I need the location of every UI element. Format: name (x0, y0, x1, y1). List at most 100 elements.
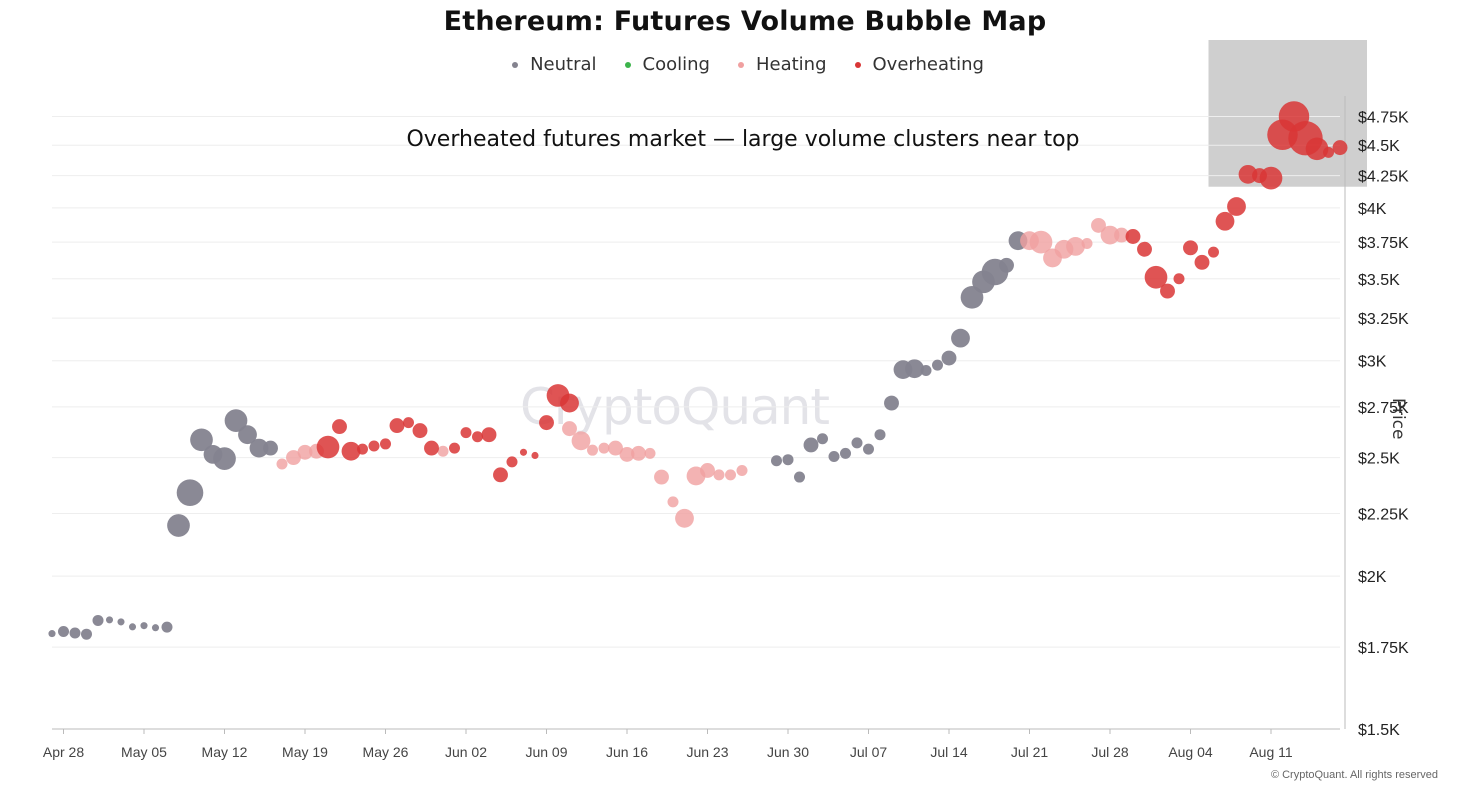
legend-marker-neutral (512, 61, 519, 68)
bubble-overheating (1173, 273, 1185, 285)
bubble-heating (437, 445, 449, 457)
bubble-neutral (863, 443, 874, 455)
bubble-neutral (92, 614, 104, 626)
legend-marker-overheating (854, 61, 861, 68)
legend-label-cooling: Cooling (642, 54, 710, 75)
bubble-neutral (905, 359, 924, 379)
x-tick-label: May 19 (282, 744, 328, 760)
bubble-neutral (81, 628, 92, 640)
bubble-neutral (960, 285, 984, 309)
bubble-heating (1100, 225, 1120, 245)
bubble-heating (562, 421, 577, 437)
bubble-heating (297, 444, 313, 460)
chart-title: Ethereum: Futures Volume Bubble Map (443, 6, 1047, 37)
y-tick-label: $2.25K (1358, 507, 1409, 524)
x-tick-label: May 05 (121, 744, 167, 760)
y-tick-label: $3.75K (1358, 235, 1409, 252)
bubble-overheating (1208, 246, 1219, 258)
legend-item-overheating[interactable]: Overheating (854, 54, 984, 75)
legend-label-overheating: Overheating (872, 54, 984, 75)
bubble-heating (276, 458, 288, 470)
y-axis-label: Price (1388, 398, 1408, 440)
bubble-overheating (341, 441, 361, 461)
x-tick-label: Jun 16 (606, 744, 648, 760)
bubble-neutral (190, 428, 213, 452)
bubble-overheating (1259, 166, 1283, 190)
bubble-neutral (128, 623, 137, 631)
bubble-overheating (1137, 241, 1152, 257)
bubble-overheating (506, 456, 518, 468)
x-tick-label: Jul 14 (930, 744, 968, 760)
bubble-heating (1066, 236, 1085, 256)
tick-layer: $1.5K $1.75K $2K $2.25K $2.5K $2.75K $3K $3.25K… (43, 110, 1409, 760)
x-tick-label: Jun 02 (445, 744, 487, 760)
y-tick-label: $3.25K (1358, 311, 1409, 328)
y-tick-label: $1.75K (1358, 640, 1409, 657)
bubble-neutral (58, 626, 69, 638)
bubble-neutral (794, 471, 805, 483)
bubble-heating (1029, 230, 1053, 254)
y-tick-label: $4K (1358, 201, 1387, 218)
x-tick-label: Aug 11 (1249, 744, 1293, 760)
bubble-overheating (332, 419, 347, 435)
bubble-neutral (213, 447, 236, 470)
bubble-neutral (981, 258, 1009, 286)
bubble-neutral (941, 350, 957, 366)
x-tick-label: Jun 30 (767, 744, 809, 760)
x-tick-label: May 26 (363, 744, 409, 760)
bubble-neutral (782, 454, 794, 466)
bubble-heating (608, 440, 623, 456)
bubble-overheating (531, 451, 539, 460)
bubble-overheating (1125, 229, 1141, 244)
x-tick-label: Jul 07 (850, 744, 888, 760)
bubble-neutral (151, 624, 160, 632)
bubble-heating (725, 469, 736, 481)
bubble-overheating (403, 417, 414, 429)
y-tick-label: $2.5K (1358, 451, 1400, 468)
bubble-neutral (249, 438, 269, 458)
bubble-layer (48, 101, 1348, 640)
bubble-overheating (1227, 197, 1246, 216)
bubble-overheating (368, 440, 380, 452)
legend-label-neutral: Neutral (530, 54, 597, 75)
bubble-heating (675, 508, 694, 528)
bubble-neutral (884, 395, 899, 411)
bubble-neutral (932, 359, 943, 371)
legend-item-cooling[interactable]: Cooling (624, 54, 710, 75)
legend-item-neutral[interactable]: Neutral (512, 54, 597, 75)
bubble-neutral (828, 451, 840, 463)
bubble-neutral (817, 433, 828, 445)
chart-annotation: Overheated futures market — large volume… (406, 127, 1080, 152)
legend-label-heating: Heating (755, 54, 827, 75)
bubble-neutral (238, 425, 257, 445)
bubble-heating (667, 496, 679, 508)
bubble-neutral (951, 328, 970, 348)
bubble-heating (713, 469, 725, 481)
x-tick-label: Jul 21 (1011, 744, 1049, 760)
legend-marker-heating (737, 61, 744, 68)
bubble-neutral (161, 621, 173, 633)
bubble-neutral (851, 437, 863, 449)
bubble-neutral (803, 437, 819, 453)
legend-marker-cooling (624, 61, 631, 68)
bubble-heating (686, 466, 706, 486)
bubble-overheating (481, 427, 497, 443)
bubble-neutral (176, 479, 204, 507)
bubble-neutral (771, 455, 782, 467)
bubble-overheating (546, 384, 570, 407)
bubble-overheating (1183, 240, 1198, 256)
bubble-neutral (105, 616, 114, 624)
bubble-heating (654, 469, 669, 485)
bubble-neutral (48, 630, 56, 638)
bubble-overheating (460, 427, 472, 439)
bubble-neutral (840, 447, 851, 459)
bubble-heating (619, 446, 635, 462)
bubble-neutral (140, 622, 148, 630)
bubble-heating (598, 442, 610, 454)
bubble-heating (571, 431, 591, 451)
y-tick-label: $2K (1358, 569, 1387, 586)
bubble-neutral (874, 429, 886, 441)
legend-item-heating[interactable]: Heating (737, 54, 827, 75)
bubble-overheating (1238, 164, 1258, 184)
